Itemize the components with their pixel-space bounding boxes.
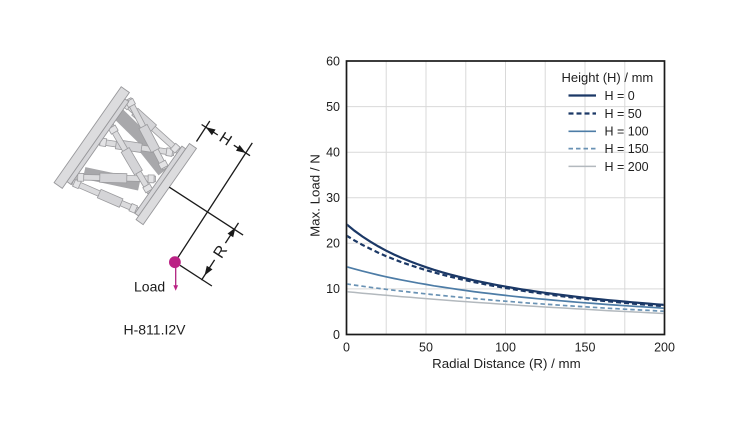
svg-text:100: 100: [495, 341, 516, 355]
svg-text:Max. Load / N: Max. Load / N: [308, 154, 323, 237]
svg-text:H = 50: H = 50: [605, 107, 642, 121]
svg-text:40: 40: [326, 146, 340, 160]
svg-text:20: 20: [326, 237, 340, 251]
svg-text:50: 50: [326, 100, 340, 114]
svg-text:H = 200: H = 200: [605, 160, 649, 174]
svg-text:200: 200: [654, 341, 675, 355]
svg-text:H = 150: H = 150: [605, 142, 649, 156]
svg-text:H = 100: H = 100: [605, 125, 649, 139]
svg-text:H-811.I2V: H-811.I2V: [124, 322, 187, 338]
svg-text:30: 30: [326, 191, 340, 205]
svg-text:Height (H) / mm: Height (H) / mm: [562, 70, 654, 85]
svg-text:H = 0: H = 0: [605, 89, 635, 103]
svg-text:Radial Distance (R) / mm: Radial Distance (R) / mm: [432, 356, 581, 371]
svg-text:50: 50: [419, 341, 433, 355]
svg-text:10: 10: [326, 282, 340, 296]
svg-text:60: 60: [326, 54, 340, 68]
svg-text:150: 150: [575, 341, 596, 355]
svg-text:Load: Load: [134, 279, 165, 295]
svg-text:0: 0: [333, 328, 340, 342]
svg-text:0: 0: [343, 341, 350, 355]
